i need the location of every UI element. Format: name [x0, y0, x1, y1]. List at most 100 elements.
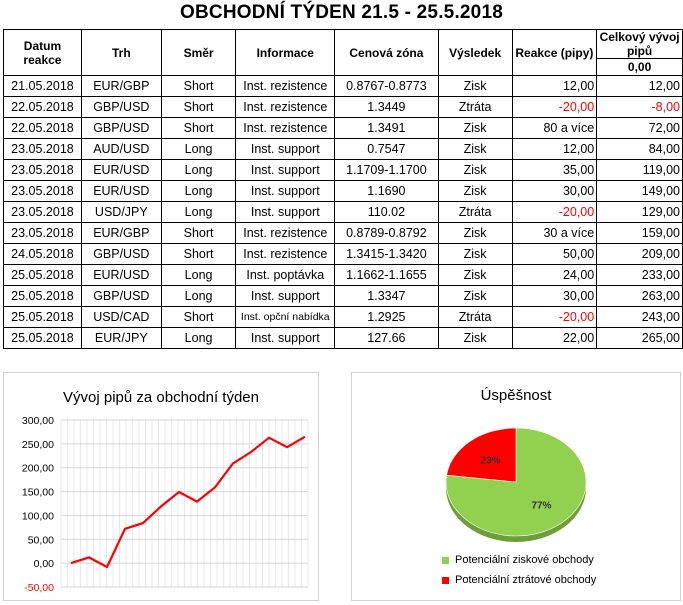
cell-date: 25.05.2018: [3, 264, 82, 286]
legend-swatch-profit: [442, 556, 449, 564]
cell-date: 25.05.2018: [3, 306, 82, 328]
cell-date: 21.05.2018: [3, 75, 82, 97]
table-row: 23.05.2018 EUR/GBP Short Inst. rezistence 0.…: [3, 222, 683, 244]
pie-chart-panel: Úspěšnost 77% 23% Potenciální ziskové obc…: [351, 372, 681, 601]
table-row: 24.05.2018 GBP/USD Short Inst. rezistence 1.…: [3, 243, 683, 265]
cell-result: Zisk: [437, 138, 513, 160]
cell-market: USD/CAD: [80, 306, 162, 328]
y-tick-label: 50,00: [28, 534, 54, 546]
cell-direction: Long: [160, 327, 237, 349]
vertical-gridlines: [60, 420, 309, 587]
pie-label-profit: 77%: [531, 500, 551, 511]
cell-date: 23.05.2018: [3, 180, 82, 202]
line-chart: -50,00 0,00 50,00 100,00 150,00 200,00 250,00 3…: [22, 415, 309, 594]
cell-zone: 1.3415-1.3420: [334, 243, 439, 265]
cell-info: Inst. rezistence: [235, 96, 336, 118]
table-row: 25.05.2018 USD/CAD Short Inst. opční nabídk…: [3, 306, 683, 328]
cell-zone: 0.8789-0.8792: [334, 222, 439, 244]
cell-direction: Long: [160, 201, 237, 223]
cell-zone: 1.3449: [334, 96, 439, 118]
page-title: OBCHODNÍ TÝDEN 21.5 - 25.5.2018: [180, 2, 503, 23]
cell-total: 263,00: [596, 285, 683, 307]
header-reaction: Reakce (pipy): [511, 29, 598, 76]
pie-label-loss: 23%: [481, 456, 501, 467]
cell-date: 24.05.2018: [3, 243, 82, 265]
cell-zone: 110.02: [334, 201, 439, 223]
legend-label-profit: Potenciální ziskové obchody: [455, 554, 594, 566]
cell-zone: 0.7547: [334, 138, 439, 160]
cell-info: Inst. rezistence: [235, 117, 336, 139]
table-row: 22.05.2018 GBP/USD Short Inst. rezistence 1.…: [3, 117, 683, 139]
cell-result: Zisk: [437, 180, 513, 202]
y-tick-label: 0,00: [34, 558, 55, 570]
cell-direction: Long: [160, 159, 237, 181]
cell-reaction: 30,00: [511, 180, 598, 202]
cell-reaction: 12,00: [511, 75, 598, 97]
cell-info: Inst. opční nabídka: [235, 306, 336, 328]
cell-direction: Long: [160, 285, 237, 307]
legend-label-loss: Potenciální ztrátové obchody: [455, 574, 597, 586]
cell-market: EUR/JPY: [80, 327, 162, 349]
cell-result: Zisk: [437, 75, 513, 97]
cell-result: Zisk: [437, 327, 513, 349]
cell-reaction: 30,00: [511, 285, 598, 307]
cell-direction: Short: [160, 222, 237, 244]
cell-direction: Short: [160, 96, 237, 118]
trades-table-body: 21.05.2018 EUR/GBP Short Inst. rezistence 0.…: [3, 75, 683, 349]
pie-chart: 77% 23%: [445, 427, 587, 542]
cell-total: 233,00: [596, 264, 683, 286]
cell-market: EUR/USD: [80, 180, 162, 202]
cell-zone: 127.66: [334, 327, 439, 349]
legend-item-loss: Potenciální ztrátové obchody: [442, 574, 596, 594]
cell-info: Inst. poptávka: [235, 264, 336, 286]
cell-info: Inst. support: [235, 201, 336, 223]
pie-legend: Potenciální ziskové obchody Potenciální …: [442, 554, 596, 594]
y-tick-label: 150,00: [22, 487, 54, 499]
pie-slice-loss: [446, 427, 517, 483]
cell-total: 149,00: [596, 180, 683, 202]
header-market: Trh: [80, 29, 162, 76]
cell-reaction: 24,00: [511, 264, 598, 286]
cell-result: Ztráta: [437, 306, 513, 328]
legend-swatch-loss: [442, 576, 449, 584]
cell-direction: Long: [160, 264, 237, 286]
cell-total: 243,00: [596, 306, 683, 328]
y-tick-label: 300,00: [22, 415, 54, 427]
cell-zone: 0.8767-0.8773: [334, 75, 439, 97]
y-tick-label: -50,00: [24, 582, 54, 594]
cell-direction: Short: [160, 75, 237, 97]
cell-direction: Long: [160, 180, 237, 202]
cell-direction: Short: [160, 306, 237, 328]
cell-zone: 1.2925: [334, 306, 439, 328]
cell-result: Ztráta: [437, 201, 513, 223]
cell-reaction: 22,00: [511, 327, 598, 349]
cell-result: Zisk: [437, 159, 513, 181]
cell-zone: 1.1662-1.1655: [334, 264, 439, 286]
pie-chart-title: Úspěšnost: [480, 387, 552, 404]
cell-market: EUR/GBP: [80, 222, 162, 244]
cell-reaction: 80 a více: [511, 117, 598, 139]
cell-result: Ztráta: [437, 96, 513, 118]
header-direction: Směr: [160, 29, 237, 76]
header-total: Celkový vývoj pipů: [596, 29, 683, 59]
cell-date: 23.05.2018: [3, 138, 82, 160]
cell-info: Inst. support: [235, 180, 336, 202]
cell-market: EUR/USD: [80, 264, 162, 286]
cell-direction: Short: [160, 117, 237, 139]
cell-zone: 1.3491: [334, 117, 439, 139]
cell-reaction: -20,00: [511, 306, 598, 328]
cell-direction: Long: [160, 138, 237, 160]
table-row: 23.05.2018 AUD/USD Long Inst. support 0.7547…: [3, 138, 683, 160]
line-chart-panel: Vývoj pipů za obchodní týden -50,00 0,00 5…: [3, 372, 319, 601]
cell-result: Zisk: [437, 264, 513, 286]
cell-result: Zisk: [437, 222, 513, 244]
cell-market: USD/JPY: [80, 201, 162, 223]
line-chart-title: Vývoj pipů za obchodní týden: [63, 389, 259, 406]
header-result: Výsledek: [437, 29, 513, 76]
header-zone: Cenová zóna: [334, 29, 439, 76]
header-info: Informace: [235, 29, 336, 76]
cell-market: GBP/USD: [80, 243, 162, 265]
table-row: 25.05.2018 GBP/USD Long Inst. support 1.3347…: [3, 285, 683, 307]
cell-total: 159,00: [596, 222, 683, 244]
cell-date: 25.05.2018: [3, 285, 82, 307]
